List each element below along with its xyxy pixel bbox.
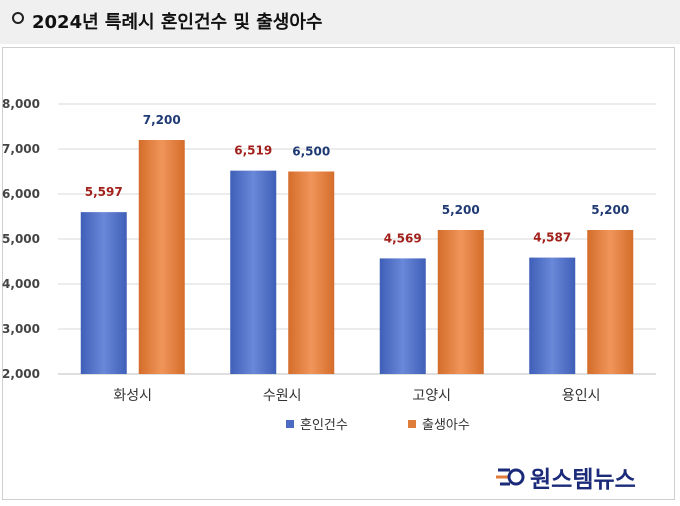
logo-arrows-icon: [496, 468, 525, 486]
bar-births: [138, 140, 185, 374]
data-label: 4,569: [384, 231, 422, 245]
x-tick-label: 화성시: [113, 388, 152, 404]
brand-logo-text: 원스템뉴스: [530, 467, 636, 493]
y-tick-label: 7,000: [2, 142, 40, 156]
bar-marriages: [379, 258, 426, 374]
bar-marriages: [529, 257, 576, 374]
data-label: 5,200: [591, 203, 629, 217]
x-tick-label: 용인시: [562, 388, 601, 404]
bar-marriages: [80, 212, 127, 374]
circle-bullet-icon: [12, 12, 24, 24]
title-bar: 2024년 특례시 혼인건수 및 출생아수: [0, 0, 680, 44]
bar-births: [288, 171, 335, 374]
y-tick-label: 5,000: [2, 232, 40, 246]
legend-swatch: [286, 420, 294, 428]
y-tick-label: 3,000: [2, 322, 40, 336]
data-label: 6,519: [234, 144, 272, 158]
data-label: 7,200: [143, 113, 181, 127]
data-label: 4,587: [533, 231, 571, 245]
y-tick-label: 4,000: [2, 277, 40, 291]
y-tick-label: 8,000: [2, 97, 40, 111]
y-tick-label: 2,000: [2, 367, 40, 381]
bar-marriages: [230, 170, 277, 374]
legend-label: 출생아수: [422, 418, 470, 433]
legend-label: 혼인건수: [300, 418, 348, 433]
y-tick-label: 6,000: [2, 187, 40, 201]
data-label: 5,200: [442, 203, 480, 217]
brand-logo: 원스템뉴스: [496, 462, 636, 493]
legend-swatch: [408, 420, 416, 428]
x-tick-label: 수원시: [263, 388, 302, 404]
bar-births: [437, 230, 484, 374]
x-tick-label: 고양시: [412, 388, 451, 404]
data-label: 6,500: [292, 145, 330, 159]
data-label: 5,597: [85, 185, 123, 199]
bar-births: [587, 230, 634, 374]
page-title: 2024년 특례시 혼인건수 및 출생아수: [32, 12, 323, 33]
